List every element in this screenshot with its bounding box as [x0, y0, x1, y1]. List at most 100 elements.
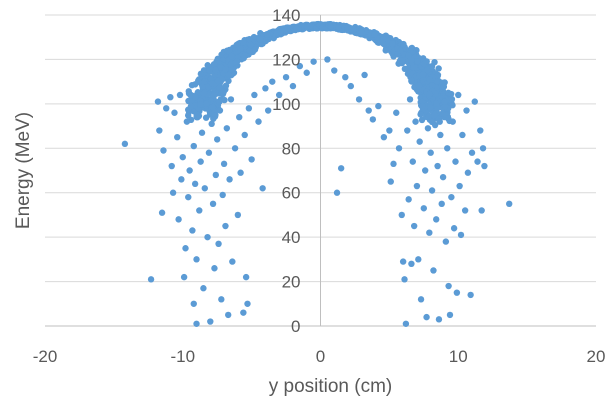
band-point	[408, 56, 415, 64]
band-point	[400, 40, 407, 48]
band-point	[216, 83, 223, 91]
band-point	[195, 78, 203, 85]
data-point	[196, 207, 203, 214]
data-point	[193, 320, 200, 327]
data-point	[448, 193, 455, 201]
x-tick-label: 10	[449, 347, 468, 366]
data-point	[380, 133, 388, 141]
band-point	[237, 45, 244, 53]
band-point	[216, 98, 223, 105]
data-point	[401, 276, 408, 283]
data-point	[456, 182, 463, 190]
band-point	[284, 24, 291, 32]
band-point	[192, 93, 199, 101]
band-point	[417, 111, 424, 118]
data-point	[193, 256, 200, 263]
data-point	[282, 74, 290, 81]
y-tick-label: 0	[291, 317, 300, 336]
band-point	[424, 66, 431, 74]
data-point	[289, 82, 297, 90]
data-point	[455, 91, 462, 99]
band-point	[408, 77, 415, 85]
band-point	[389, 40, 396, 47]
band-point	[435, 65, 442, 72]
data-point	[216, 107, 224, 114]
data-point	[369, 116, 377, 123]
data-point	[168, 162, 175, 170]
band-point	[222, 65, 229, 73]
band-point	[436, 118, 443, 125]
data-point	[324, 56, 331, 63]
data-point	[355, 96, 363, 103]
band-point	[208, 80, 216, 87]
data-point	[255, 118, 262, 125]
data-point	[474, 158, 481, 165]
band-point	[241, 52, 249, 59]
band-point	[447, 90, 455, 98]
data-point	[461, 207, 469, 214]
band-point	[209, 103, 216, 111]
data-point	[187, 102, 195, 110]
data-point	[426, 229, 433, 236]
data-point	[275, 91, 283, 99]
data-point	[264, 107, 272, 114]
data-point	[207, 318, 214, 325]
y-tick-label: 60	[282, 184, 301, 203]
data-point	[393, 109, 400, 116]
data-point	[406, 96, 414, 103]
data-point	[182, 245, 189, 252]
data-point	[435, 316, 443, 323]
data-point	[237, 169, 244, 176]
data-point	[410, 222, 418, 230]
data-point	[175, 216, 182, 223]
band-point	[212, 66, 219, 74]
band-point	[358, 28, 365, 36]
band-point	[397, 47, 404, 54]
data-point	[453, 289, 461, 296]
band-point	[277, 28, 284, 36]
band-point	[220, 88, 227, 96]
data-point	[365, 107, 372, 114]
data-point	[421, 167, 429, 174]
band-point	[426, 76, 434, 83]
data-point	[416, 138, 423, 145]
data-point	[156, 127, 163, 134]
data-point	[186, 167, 193, 174]
data-point	[183, 118, 191, 125]
band-point	[251, 46, 259, 53]
data-point	[240, 309, 247, 316]
band-point	[401, 65, 409, 73]
data-point	[259, 185, 266, 192]
band-point	[327, 23, 334, 30]
data-point	[208, 120, 215, 128]
data-point	[198, 129, 206, 136]
x-tick-label: -10	[170, 347, 195, 366]
y-tick-label: 40	[282, 228, 301, 247]
band-point	[335, 24, 342, 31]
data-point	[431, 111, 439, 119]
data-point	[331, 67, 338, 74]
data-point	[185, 193, 192, 201]
data-point	[419, 102, 426, 110]
band-point	[210, 92, 218, 99]
data-point	[478, 207, 485, 214]
x-axis-title: y position (cm)	[269, 376, 393, 397]
band-point	[380, 35, 387, 43]
band-point	[440, 83, 448, 90]
data-point	[506, 200, 513, 208]
band-point	[423, 58, 430, 65]
data-point	[433, 216, 440, 223]
data-point	[361, 71, 368, 79]
band-point	[293, 25, 300, 33]
y-tick-label: 120	[272, 50, 300, 69]
data-point	[337, 165, 345, 172]
data-point	[251, 91, 258, 99]
band-point	[194, 89, 202, 96]
data-point	[229, 258, 236, 265]
band-point	[228, 52, 235, 60]
band-point	[405, 52, 412, 59]
data-point	[441, 98, 448, 105]
data-point	[236, 113, 243, 121]
band-point	[429, 82, 436, 89]
